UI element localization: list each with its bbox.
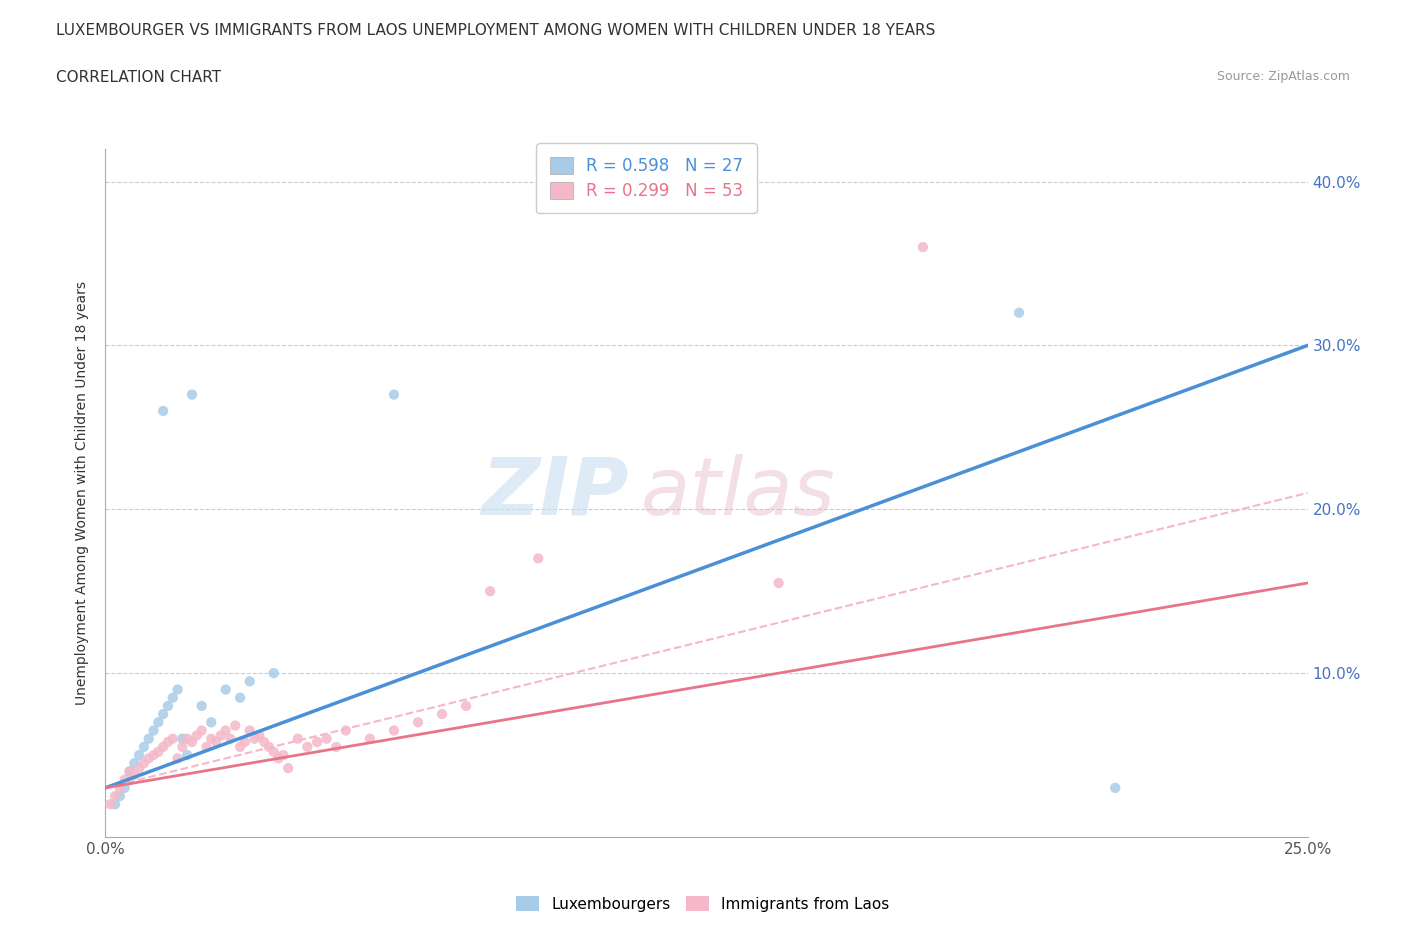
Point [162,731,184,746]
Point [172,739,194,754]
Point [148,744,170,759]
Point [335,723,357,737]
Point [104,797,127,812]
Point [287,731,309,746]
Point [114,772,136,787]
Point [263,744,285,759]
Point [214,682,236,697]
Point [430,707,453,722]
Text: LUXEMBOURGER VS IMMIGRANTS FROM LAOS UNEMPLOYMENT AMONG WOMEN WITH CHILDREN UNDE: LUXEMBOURGER VS IMMIGRANTS FROM LAOS UNE… [56,23,935,38]
Point [325,739,347,754]
Point [209,728,232,743]
Legend: R = 0.598   N = 27, R = 0.299   N = 53: R = 0.598 N = 27, R = 0.299 N = 53 [536,143,756,213]
Y-axis label: Unemployment Among Women with Children Under 18 years: Unemployment Among Women with Children U… [76,281,90,705]
Text: atlas: atlas [640,454,835,532]
Point [406,715,429,730]
Point [267,751,290,765]
Point [108,780,131,795]
Point [229,739,252,754]
Point [479,584,502,599]
Point [148,715,170,730]
Point [277,761,299,776]
Point [132,756,155,771]
Point [181,735,204,750]
Point [257,739,280,754]
Point [156,698,179,713]
Point [768,576,790,591]
Point [176,748,198,763]
Point [128,761,150,776]
Point [315,731,337,746]
Point [247,728,270,743]
Point [527,551,550,565]
Point [239,674,262,689]
Point [263,666,285,681]
Legend: Luxembourgers, Immigrants from Laos: Luxembourgers, Immigrants from Laos [510,889,896,918]
Point [233,735,256,750]
Point [98,797,121,812]
Point [239,723,262,737]
Point [138,731,160,746]
Point [108,789,131,804]
Point [195,739,218,754]
Point [273,748,295,763]
Point [118,764,141,779]
Point [305,735,328,750]
Point [190,698,212,713]
Point [128,748,150,763]
Point [142,748,165,763]
Point [166,751,188,765]
Point [142,723,165,737]
Point [219,731,242,746]
Point [911,240,934,255]
Point [156,735,179,750]
Point [186,728,208,743]
Point [382,387,405,402]
Point [243,731,266,746]
Point [152,404,174,418]
Point [132,739,155,754]
Text: CORRELATION CHART: CORRELATION CHART [56,70,221,85]
Point [224,718,246,733]
Text: ZIP: ZIP [481,454,628,532]
Point [214,723,236,737]
Point [297,739,319,754]
Point [166,682,188,697]
Point [1008,305,1031,320]
Point [118,764,141,779]
Point [124,756,146,771]
Point [104,789,127,804]
Point [162,690,184,705]
Point [382,723,405,737]
Point [172,731,194,746]
Point [253,735,276,750]
Point [152,739,174,754]
Point [229,690,252,705]
Point [454,698,477,713]
Point [1104,780,1126,795]
Point [124,767,146,782]
Point [200,715,222,730]
Point [114,780,136,795]
Point [359,731,381,746]
Point [181,387,204,402]
Text: Source: ZipAtlas.com: Source: ZipAtlas.com [1216,70,1350,83]
Point [200,731,222,746]
Point [190,723,212,737]
Point [152,707,174,722]
Point [205,735,228,750]
Point [138,751,160,765]
Point [176,731,198,746]
